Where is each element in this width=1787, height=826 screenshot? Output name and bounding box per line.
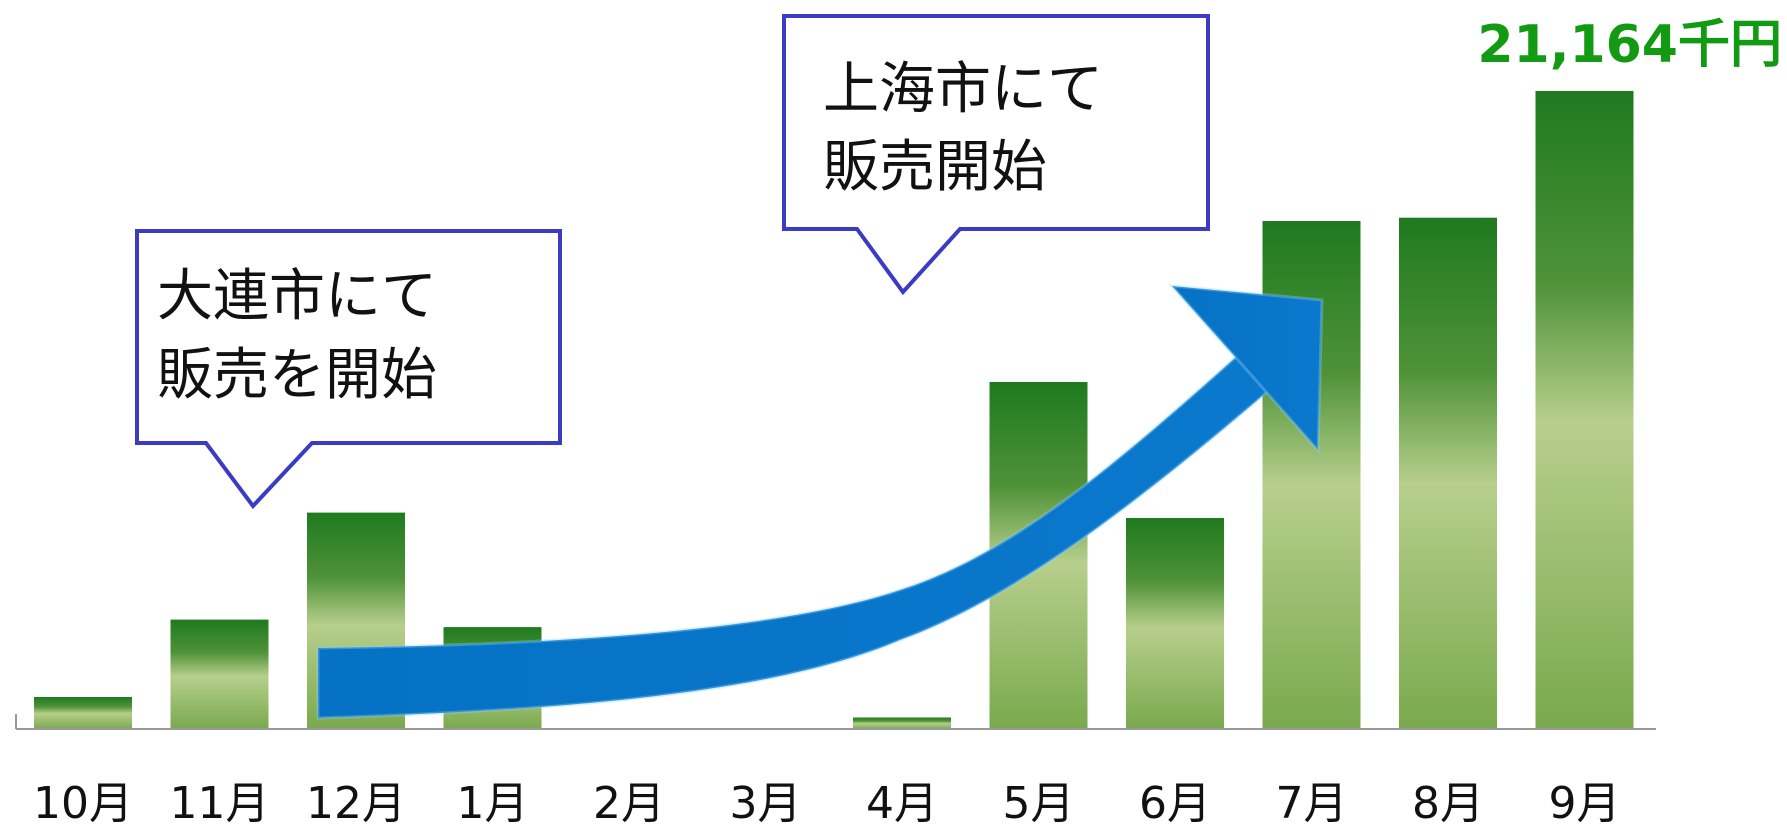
x-tick-label-10: 7月 <box>1276 778 1348 826</box>
x-tick-label-1: 10月 <box>33 778 133 826</box>
callout-shanghai-line-2: 販売開始 <box>823 135 1047 200</box>
bar-1 <box>34 697 132 729</box>
callout-dalian: 大連市にて 販売を開始 <box>135 229 562 510</box>
x-tick-label-8: 5月 <box>1003 778 1075 826</box>
callout-shanghai-line-1: 上海市にて <box>823 57 1103 122</box>
bar-12 <box>1535 91 1634 729</box>
x-tick-label-4: 1月 <box>457 778 529 826</box>
bar-9 <box>1126 518 1224 729</box>
x-tick-label-9: 6月 <box>1139 778 1211 826</box>
x-tick-label-6: 3月 <box>730 778 802 826</box>
x-tick-labels: 10月 11月 12月 1月 2月 3月 4月 5月 6月 7月 8月 9月 <box>33 778 1621 826</box>
callout-dalian-line-1: 大連市にて <box>157 264 437 329</box>
bar-11 <box>1399 217 1497 729</box>
callout-shanghai: 上海市にて 販売開始 <box>782 14 1210 296</box>
callout-dalian-line-2: 販売を開始 <box>157 343 437 408</box>
x-tick-label-5: 2月 <box>593 778 665 826</box>
x-tick-label-11: 8月 <box>1412 778 1484 826</box>
x-tick-label-3: 12月 <box>306 778 406 826</box>
x-tick-label-12: 9月 <box>1549 778 1621 826</box>
trend-arrow-icon <box>316 284 1324 720</box>
max-value-label: 21,164千円 <box>1477 15 1782 75</box>
bar-7 <box>853 717 951 729</box>
x-tick-label-7: 4月 <box>866 778 938 826</box>
x-tick-label-2: 11月 <box>170 778 270 826</box>
bar-2 <box>170 619 269 729</box>
